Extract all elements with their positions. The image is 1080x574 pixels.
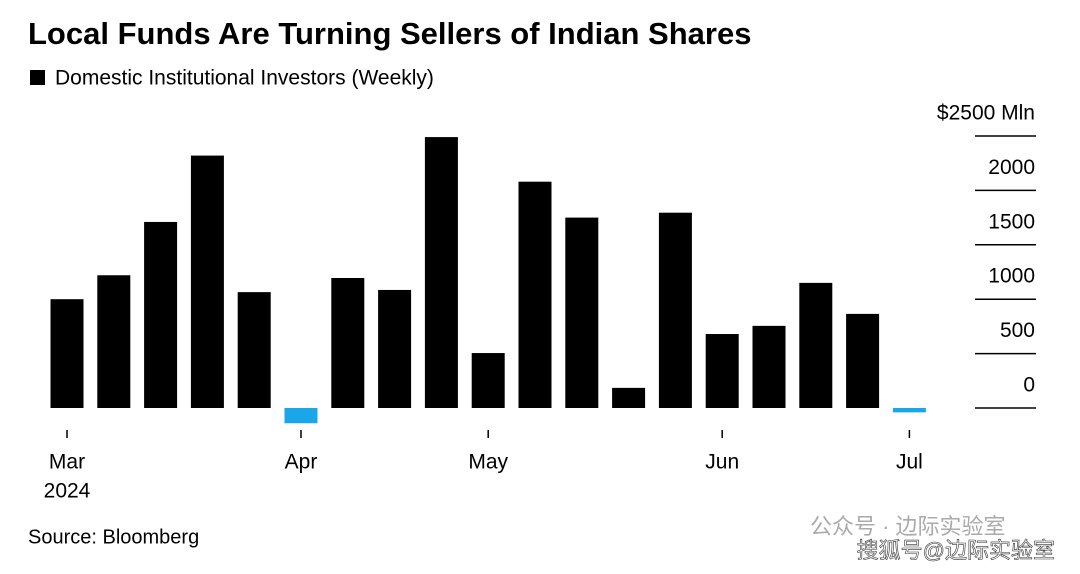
bar [144,221,178,408]
y-tick-label: 2000 [988,156,1035,179]
legend-swatch [30,70,45,85]
bar [612,387,646,408]
bar [846,313,880,408]
bar [892,408,926,413]
bar [518,181,552,408]
chart-title: Local Funds Are Turning Sellers of India… [28,16,751,51]
y-tick-label: $2500 Mln [937,102,1035,125]
bar [97,275,131,408]
bar [658,212,692,408]
watermark: 搜狐号@边际实验室 [857,538,1055,563]
y-tick-label: 1000 [988,265,1035,288]
bar [565,217,599,408]
bar [752,325,786,408]
y-tick-label: 0 [1023,374,1035,397]
bar [799,282,833,408]
source: Source: Bloomberg [28,526,199,548]
bar [50,299,84,408]
x-tick-label: Jul [896,451,923,474]
bar [237,292,271,408]
y-tick-label: 1500 [988,210,1035,233]
bar [424,137,458,408]
bar [705,334,739,408]
x-tick-label: Jun [705,451,739,474]
x-year-label: 2024 [44,480,91,503]
legend-label: Domestic Institutional Investors (Weekly… [55,67,434,90]
bar [378,289,412,408]
bar [190,155,224,408]
x-tick-label: May [468,451,508,474]
bar [284,408,318,424]
y-tick-label: 500 [1000,319,1035,342]
x-tick-label: Apr [285,451,318,474]
watermark: 公众号 · 边际实验室 [810,514,1006,539]
bar [471,353,505,408]
bar [331,277,365,408]
x-tick-label: Mar [49,451,85,474]
